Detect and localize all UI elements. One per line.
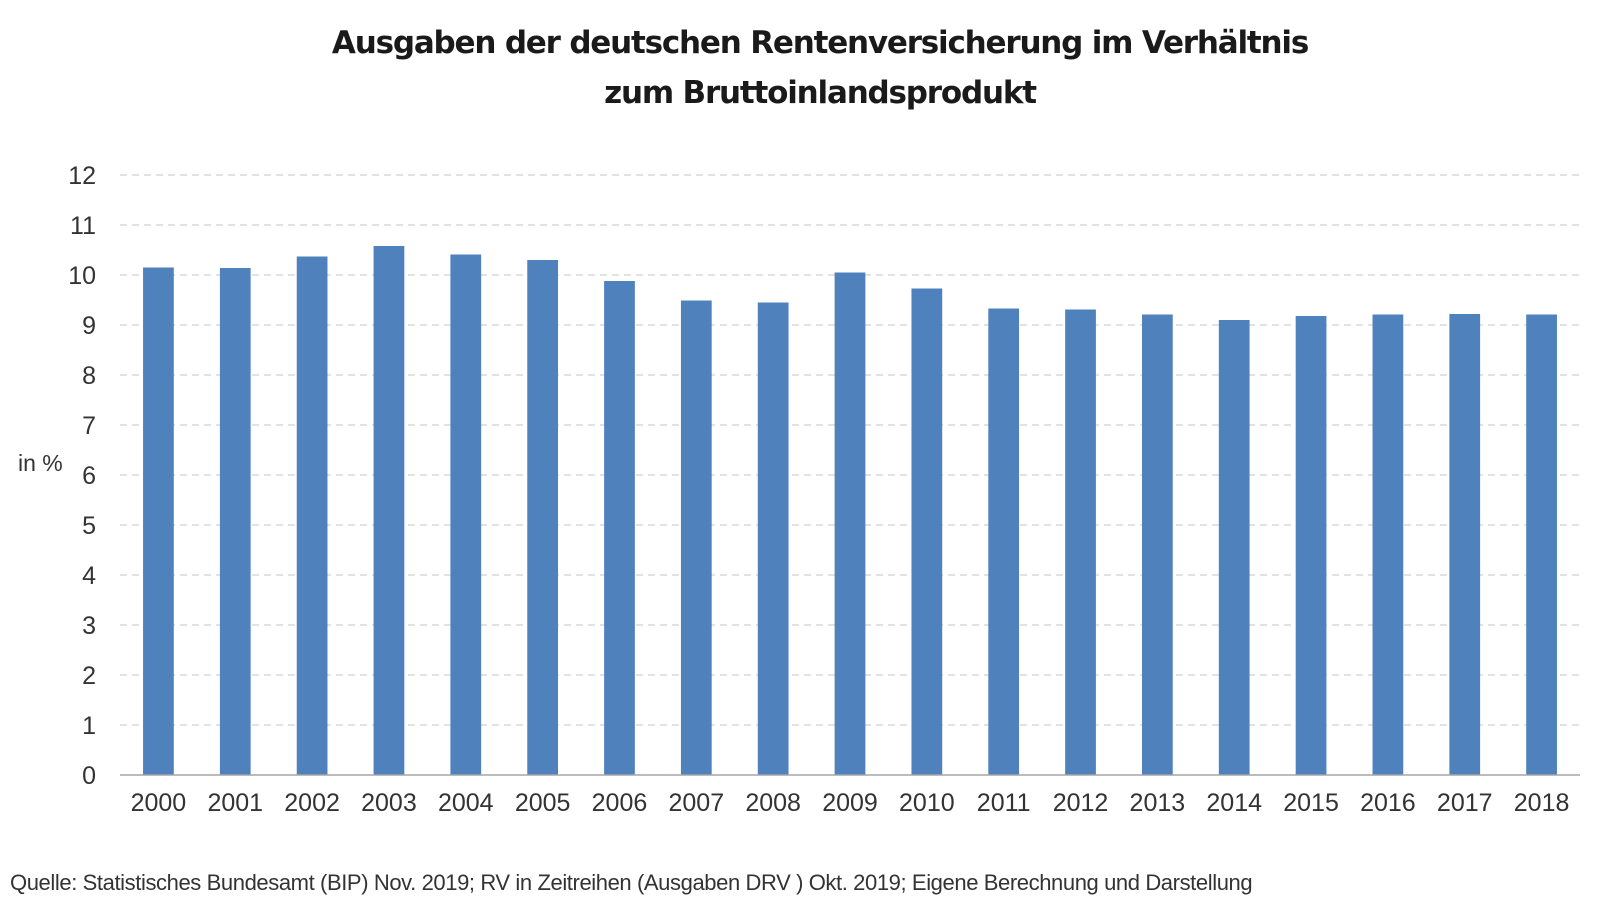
- bar-2004: [450, 254, 482, 775]
- y-tick-label: 2: [82, 662, 96, 690]
- bar-2003: [373, 246, 405, 775]
- chart-title: Ausgaben der deutschen Rentenversicherun…: [0, 18, 1620, 118]
- y-tick-label: 7: [82, 412, 96, 440]
- x-tick-label: 2005: [515, 789, 571, 817]
- bar-2011: [988, 308, 1020, 775]
- x-tick-label: 2000: [131, 789, 187, 817]
- y-tick-label: 4: [82, 562, 96, 590]
- y-tick-label: 5: [82, 512, 96, 540]
- y-tick-label: 11: [70, 212, 96, 240]
- x-tick-label: 2007: [669, 789, 725, 817]
- x-tick-label: 2018: [1514, 789, 1570, 817]
- bar-2014: [1218, 320, 1250, 775]
- y-axis-label: in %: [18, 450, 63, 476]
- bar-2015: [1295, 316, 1327, 775]
- bar-2006: [604, 281, 635, 775]
- y-tick-label: 10: [68, 262, 96, 290]
- bar-2013: [1142, 314, 1173, 775]
- x-axis-ticks: 2000 2001 2002 2003 2004 2005 2006 2007 2008 2009…: [131, 789, 1570, 817]
- gridlines: [120, 174, 1580, 726]
- bar-2002: [296, 256, 328, 775]
- chart-title-line-2: zum Bruttoinlandsprodukt: [604, 75, 1037, 111]
- x-tick-label: 2013: [1130, 789, 1186, 817]
- y-tick-label: 8: [82, 362, 96, 390]
- x-tick-label: 2016: [1360, 789, 1416, 817]
- x-tick-label: 2008: [745, 789, 801, 817]
- x-tick-label: 2002: [284, 789, 340, 817]
- x-tick-label: 2010: [899, 789, 955, 817]
- x-tick-label: 2009: [822, 789, 878, 817]
- y-tick-label: 1: [82, 712, 96, 740]
- x-tick-label: 2012: [1053, 789, 1109, 817]
- bar-2001: [219, 268, 251, 775]
- bar-2009: [834, 272, 866, 775]
- bar-2000: [143, 267, 174, 775]
- y-tick-label: 12: [68, 162, 96, 190]
- x-tick-label: 2015: [1283, 789, 1339, 817]
- x-tick-label: 2017: [1437, 789, 1493, 817]
- source-note: Quelle: Statistisches Bundesamt (BIP) No…: [10, 870, 1253, 895]
- y-tick-label: 0: [82, 762, 96, 790]
- y-tick-label: 6: [82, 462, 96, 490]
- bar-2010: [911, 288, 943, 775]
- x-tick-label: 2006: [592, 789, 648, 817]
- bar-2017: [1449, 314, 1481, 775]
- x-tick-label: 2003: [361, 789, 417, 817]
- bars: [143, 246, 1557, 775]
- x-tick-label: 2014: [1206, 789, 1262, 817]
- bar-2018: [1526, 314, 1557, 775]
- bar-2007: [680, 300, 712, 775]
- x-tick-label: 2004: [438, 789, 494, 817]
- bar-2008: [757, 302, 789, 775]
- bar-2005: [527, 260, 558, 775]
- x-tick-label: 2011: [977, 789, 1031, 817]
- y-tick-label: 3: [82, 612, 96, 640]
- x-tick-label: 2001: [207, 789, 263, 817]
- bar-2016: [1372, 314, 1404, 775]
- bar-2012: [1065, 309, 1096, 775]
- y-tick-label: 9: [82, 312, 96, 340]
- chart-title-line-1: Ausgaben der deutschen Rentenversicherun…: [331, 25, 1309, 61]
